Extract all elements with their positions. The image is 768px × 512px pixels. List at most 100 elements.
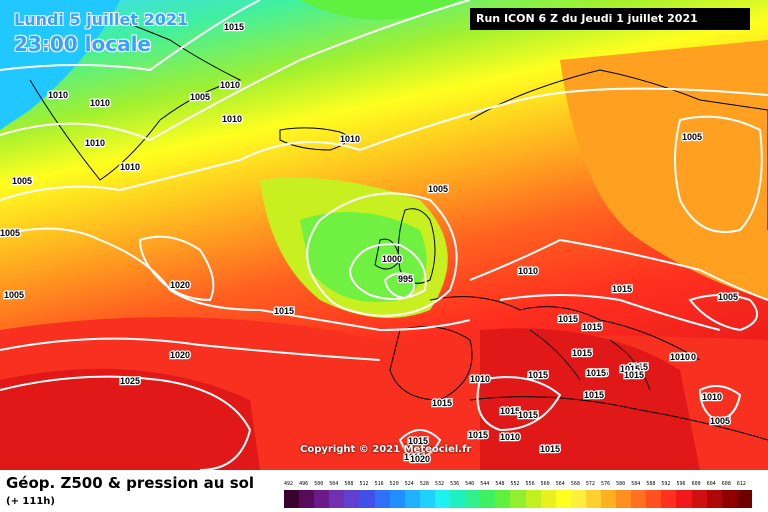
legend-tick: 552 — [510, 481, 520, 487]
legend-tick: 560 — [540, 481, 550, 487]
pressure-label: 1010 — [48, 90, 68, 100]
legend-tick-labels: 492 496 500 504 508 512 516 520 524 528 532 536 540 5… — [282, 481, 752, 489]
legend-tick: 608 — [721, 481, 731, 487]
pressure-label: 1010 — [500, 432, 520, 442]
pressure-label: 1020 — [170, 350, 190, 360]
legend-swatch — [465, 490, 481, 508]
pressure-label: 1015 — [404, 452, 424, 462]
legend-tick: 492 — [284, 481, 294, 487]
pressure-label: 1010 — [518, 266, 538, 276]
legend-tick: 564 — [555, 481, 565, 487]
pressure-label: 1015 — [588, 368, 608, 378]
legend-tick: 568 — [570, 481, 580, 487]
z500-band-green — [0, 0, 460, 20]
pressure-label: 1010 — [702, 392, 722, 402]
pressure-label: 1005 — [718, 292, 738, 302]
pressure-label: 1020 — [170, 280, 190, 290]
pressure-label: 1015 — [612, 284, 632, 294]
legend-tick: 584 — [631, 481, 641, 487]
legend-swatch — [495, 490, 511, 508]
legend-swatch — [570, 490, 586, 508]
legend-swatch — [389, 490, 405, 508]
legend-swatch — [314, 490, 330, 508]
pressure-label: 1015 — [500, 406, 520, 416]
legend-tick: 520 — [389, 481, 399, 487]
legend-tick: 576 — [601, 481, 611, 487]
pressure-label: 1005 — [12, 176, 32, 186]
legend-tick: 572 — [585, 481, 595, 487]
legend-swatch — [344, 490, 360, 508]
legend-swatch — [676, 490, 692, 508]
pressure-label: 1010 — [676, 352, 696, 362]
legend-tick: 588 — [646, 481, 656, 487]
legend-swatch — [706, 490, 722, 508]
pressure-label: 995 — [398, 274, 413, 284]
legend-tick: 604 — [706, 481, 716, 487]
pressure-label: 1015 — [558, 314, 578, 324]
forecast-offset: (+ 111h) — [6, 496, 55, 507]
pressure-label: 1010 — [220, 80, 240, 90]
pressure-label: 1015 — [518, 410, 538, 420]
z500-band-low-core — [300, 212, 427, 302]
map-title: Géop. Z500 & pression au sol — [6, 474, 255, 492]
legend-tick: 508 — [344, 481, 354, 487]
legend-tick: 592 — [661, 481, 671, 487]
weather-map: 1015101010101005101010101010101010101005… — [0, 0, 768, 470]
pressure-label: 1005 — [710, 416, 730, 426]
pressure-label: 1010 — [120, 162, 140, 172]
legend-swatch — [359, 490, 375, 508]
legend-swatch — [691, 490, 707, 508]
forecast-time: 23:00 locale — [14, 32, 151, 56]
pressure-label: 1015 — [408, 436, 428, 446]
pressure-label: 1015 — [624, 370, 644, 380]
legend-swatch — [284, 490, 300, 508]
legend-tick: 516 — [374, 481, 384, 487]
pressure-label: 1005 — [4, 290, 24, 300]
pressure-label: 1010 — [85, 138, 105, 148]
legend-swatch — [646, 490, 662, 508]
legend-tick: 548 — [495, 481, 505, 487]
pressure-label: 1010 — [90, 98, 110, 108]
legend-tick: 528 — [419, 481, 429, 487]
pressure-label: 1010 — [670, 352, 690, 362]
legend-tick: 612 — [736, 481, 746, 487]
legend-swatch — [585, 490, 601, 508]
legend-tick: 504 — [329, 481, 339, 487]
legend-swatch — [404, 490, 420, 508]
pressure-label: 1015 — [432, 398, 452, 408]
pressure-label: 1015 — [540, 444, 560, 454]
legend-swatch — [736, 490, 752, 508]
legend-swatch — [374, 490, 390, 508]
isobars — [0, 0, 768, 470]
legend-swatch — [631, 490, 647, 508]
pressure-label: 1015 — [274, 306, 294, 316]
pressure-labels: 1015101010101005101010101010101010101005… — [0, 21, 739, 466]
legend-tick: 500 — [314, 481, 324, 487]
z500-band-east — [560, 40, 768, 300]
legend-tick: 540 — [465, 481, 475, 487]
legend-tick: 536 — [450, 481, 460, 487]
coastlines — [29, 19, 768, 441]
legend-swatch — [600, 490, 617, 508]
pressure-label: 1025 — [120, 376, 140, 386]
copyright: Copyright © 2021 Meteociel.fr — [300, 444, 472, 455]
pressure-label: 1015 — [572, 348, 592, 358]
pressure-label: 1015 — [582, 322, 602, 332]
pressure-label: 1015 — [224, 22, 244, 32]
legend-swatch — [540, 490, 556, 508]
legend-swatch — [661, 490, 677, 508]
pressure-label: 1015 — [620, 364, 640, 374]
color-legend — [284, 490, 752, 508]
legend-swatch — [480, 490, 496, 508]
legend-tick: 556 — [525, 481, 535, 487]
pressure-label: 1005 — [190, 92, 210, 102]
legend-swatch — [525, 490, 541, 508]
legend-swatch — [329, 490, 345, 508]
legend-tick: 596 — [676, 481, 686, 487]
pressure-label: 1010 — [222, 114, 242, 124]
legend-swatch — [721, 490, 737, 508]
forecast-date: Lundi 5 juillet 2021 — [14, 10, 189, 29]
pressure-label: 1010 — [340, 134, 360, 144]
pressure-label: 1015 — [628, 362, 648, 372]
legend-tick: 600 — [691, 481, 701, 487]
